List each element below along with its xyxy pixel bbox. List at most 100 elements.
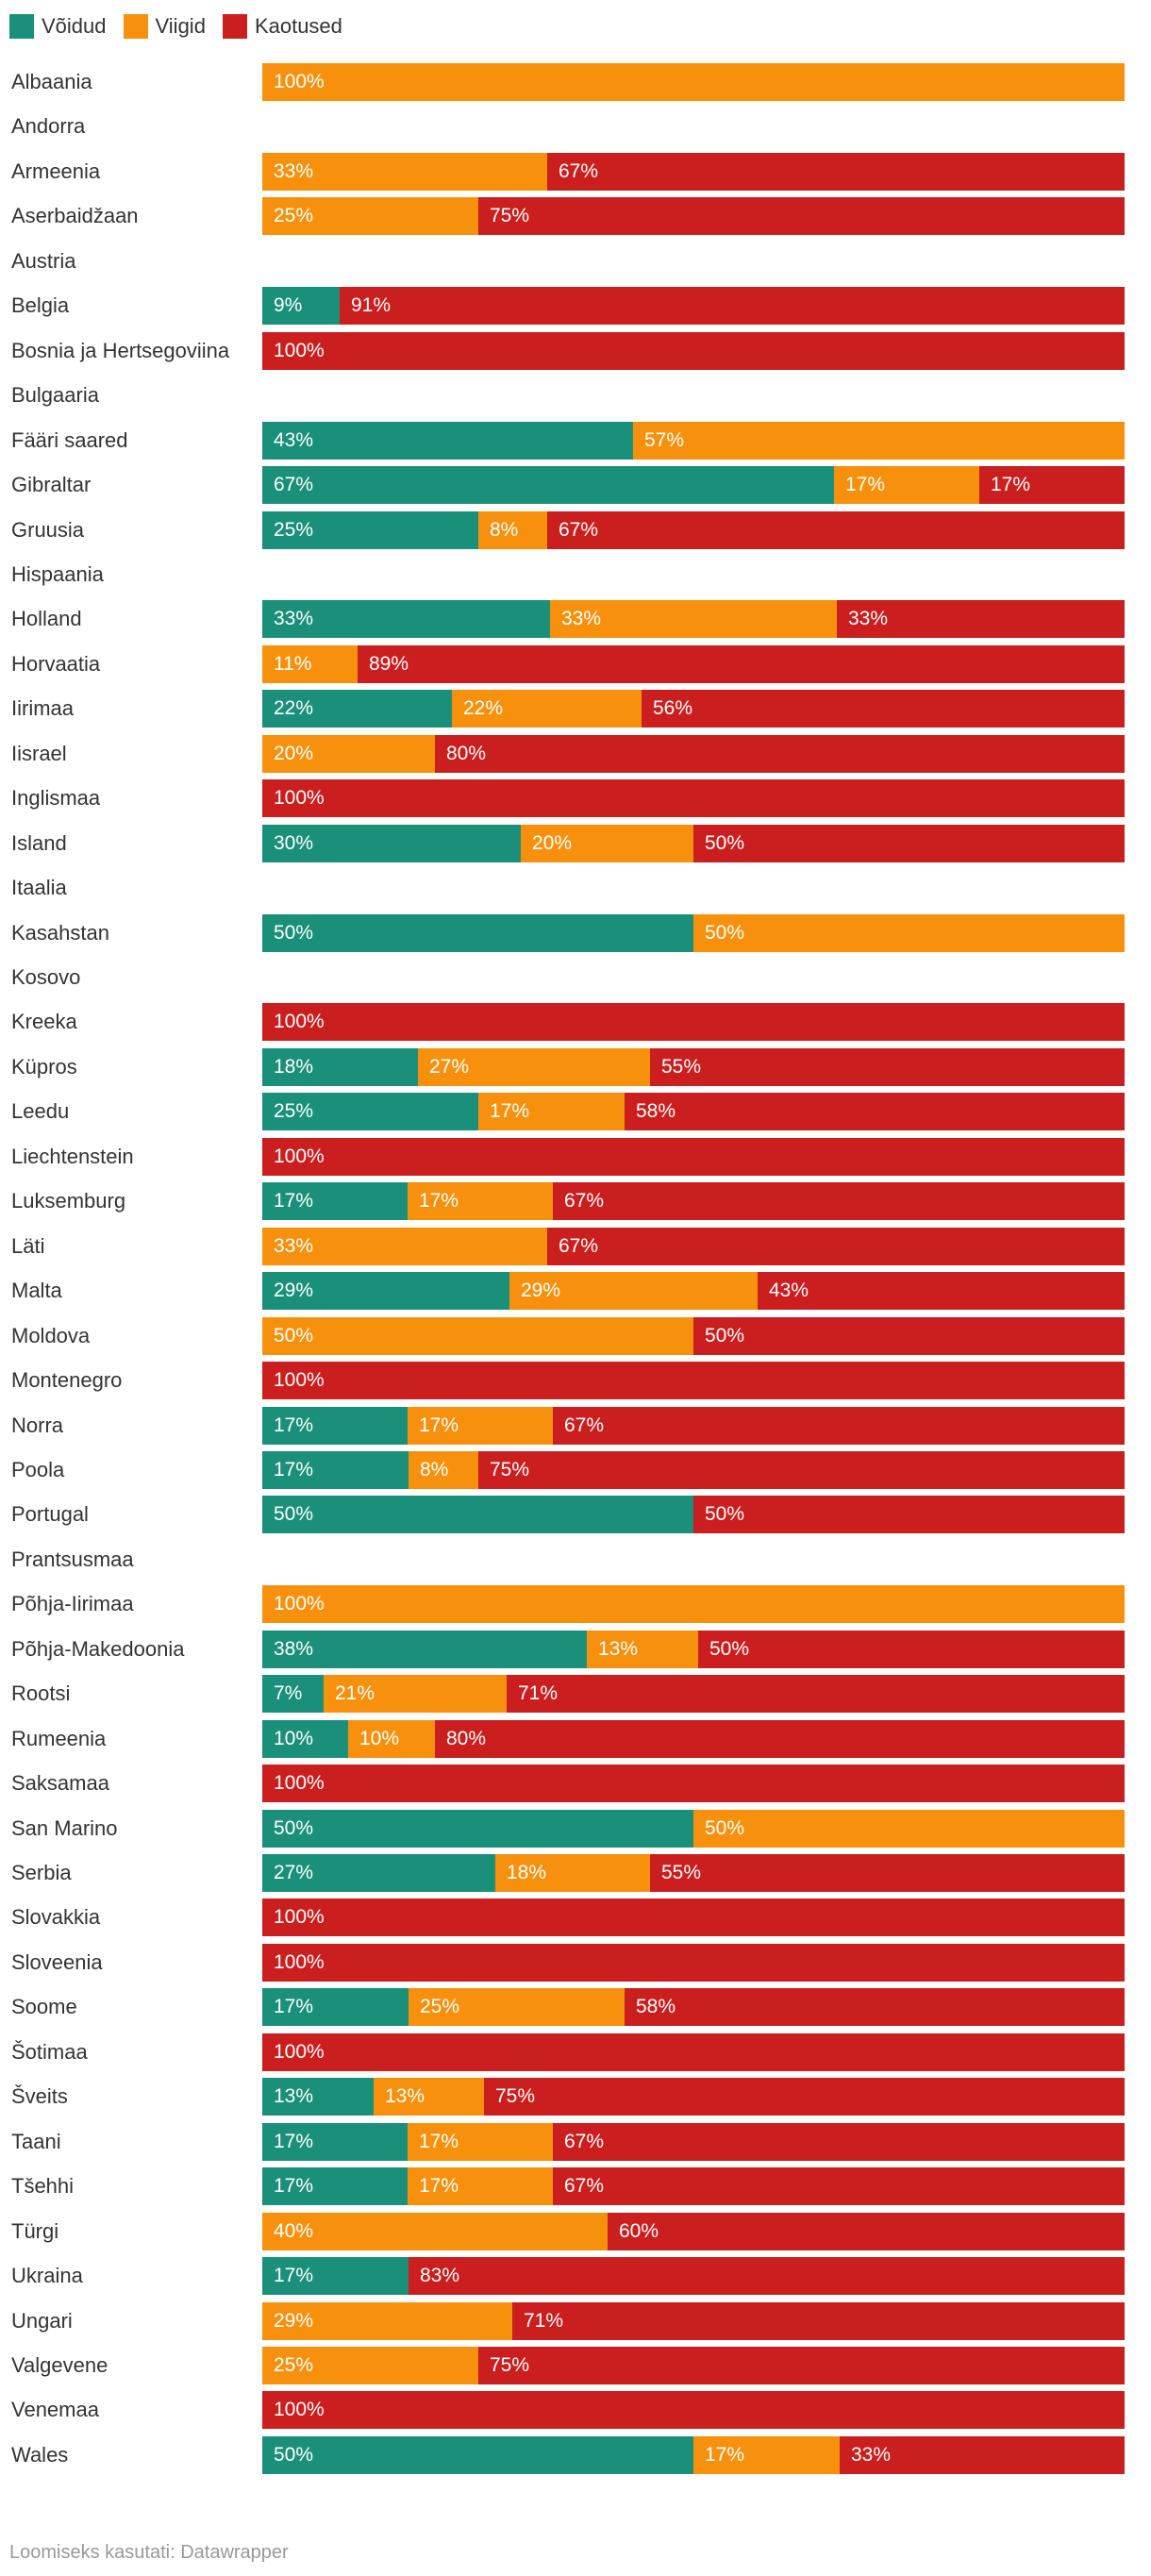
legend-label-draws: Viigid xyxy=(155,14,206,38)
bar-segment-wins xyxy=(262,287,340,325)
bar-segment-draws xyxy=(408,2123,553,2161)
bar-segment-losses xyxy=(693,1496,1125,1533)
bar-label-draws: 20% xyxy=(532,832,573,854)
bar-segment-wins xyxy=(262,1854,495,1892)
bar-segment-losses xyxy=(553,1182,1125,1220)
bar-segment-draws xyxy=(478,511,547,549)
bar-label-draws: 17% xyxy=(705,2444,745,2466)
bar-label-losses: 75% xyxy=(490,2354,530,2376)
bar-label-wins: 22% xyxy=(274,697,314,719)
bar-label-draws: 100% xyxy=(274,71,325,92)
bar-label-wins: 17% xyxy=(274,1996,314,2017)
bar-label-losses: 33% xyxy=(851,2444,892,2466)
bar-label-losses: 89% xyxy=(369,653,409,675)
bar-label-losses: 58% xyxy=(636,1100,676,1122)
bar-segment-losses xyxy=(553,2123,1125,2161)
bar-segment-losses xyxy=(478,2347,1125,2384)
bar-label-draws: 17% xyxy=(419,2131,459,2152)
bar-label-draws: 21% xyxy=(335,1682,375,1704)
row-label: Inglismaa xyxy=(11,786,101,810)
bar-label-draws: 20% xyxy=(274,743,314,764)
row-label: Küpros xyxy=(11,1055,77,1079)
bar-segment-losses xyxy=(262,1003,1125,1041)
row-label: Läti xyxy=(11,1234,45,1258)
bar-segment-draws xyxy=(408,2167,553,2205)
bar-label-losses: 100% xyxy=(274,2399,325,2420)
footer-credit: Loomiseks kasutati: Datawrapper xyxy=(9,2542,289,2563)
row-label: Šotimaa xyxy=(11,2040,88,2064)
bar-label-wins: 50% xyxy=(274,2444,314,2466)
bar-segment-draws xyxy=(521,825,693,862)
bar-label-draws: 17% xyxy=(490,1100,530,1122)
bar-segment-losses xyxy=(547,511,1125,549)
bar-label-draws: 17% xyxy=(419,1190,459,1212)
bar-label-wins: 13% xyxy=(274,2085,314,2107)
row-label: Austria xyxy=(11,249,76,273)
bar-label-wins: 9% xyxy=(274,294,303,316)
bar-segment-losses xyxy=(758,1272,1125,1310)
row-label: Bulgaaria xyxy=(11,383,99,407)
bar-label-losses: 100% xyxy=(274,1951,325,1973)
row-label: Hispaania xyxy=(11,562,104,586)
row-label: Albaania xyxy=(11,70,92,93)
bar-label-draws: 8% xyxy=(420,1459,449,1480)
bar-label-wins: 17% xyxy=(274,1459,314,1480)
bar-segment-draws xyxy=(408,1407,553,1445)
bar-segment-losses xyxy=(625,1988,1125,2026)
row-label: Valgevene xyxy=(11,2353,108,2377)
bar-segment-draws xyxy=(262,2213,608,2250)
bar-label-wins: 30% xyxy=(274,832,314,854)
bar-label-draws: 100% xyxy=(274,1593,325,1614)
row-label: Belgia xyxy=(11,293,70,317)
bar-segment-losses xyxy=(642,690,1125,728)
bar-label-draws: 17% xyxy=(419,2175,459,2197)
row-label: Šveits xyxy=(11,2084,68,2108)
bar-label-losses: 80% xyxy=(446,743,487,764)
bar-segment-losses xyxy=(650,1048,1125,1086)
bar-segment-wins xyxy=(262,1496,693,1533)
row-label: Bosnia ja Hertsegoviina xyxy=(11,339,230,362)
bar-label-losses: 75% xyxy=(495,2085,536,2107)
bar-segment-draws xyxy=(262,2347,478,2384)
bar-label-draws: 33% xyxy=(274,1235,314,1257)
bar-label-losses: 67% xyxy=(564,1190,605,1212)
bar-segment-wins xyxy=(262,1182,408,1220)
bar-segment-wins xyxy=(262,2123,408,2161)
row-label: Ungari xyxy=(11,2309,73,2333)
bar-segment-draws xyxy=(550,600,837,638)
bar-label-losses: 43% xyxy=(769,1280,809,1301)
bar-label-losses: 100% xyxy=(274,1906,325,1928)
bar-label-wins: 18% xyxy=(274,1056,314,1078)
legend-swatch-wins xyxy=(9,14,34,39)
row-label: Horvaatia xyxy=(11,652,101,676)
row-label: Malta xyxy=(11,1279,62,1302)
row-label: Kasahstan xyxy=(11,921,109,945)
row-label: Slovakkia xyxy=(11,1905,101,1929)
bar-segment-losses xyxy=(553,2167,1125,2205)
row-label: Holland xyxy=(11,607,82,630)
bar-label-draws: 57% xyxy=(644,429,685,451)
legend-swatch-draws xyxy=(123,14,148,39)
row-label: Kosovo xyxy=(11,965,81,989)
bar-label-draws: 33% xyxy=(561,608,602,629)
bar-segment-wins xyxy=(262,2257,409,2295)
bar-label-draws: 27% xyxy=(429,1056,470,1078)
bar-segment-draws xyxy=(478,1093,625,1130)
row-label: Aserbaidžaan xyxy=(11,204,139,227)
bar-segment-wins xyxy=(262,914,693,952)
row-label: Itaalia xyxy=(11,876,67,899)
row-label: Montenegro xyxy=(11,1368,123,1392)
bar-segment-draws xyxy=(324,1675,507,1713)
row-label: Ukraina xyxy=(11,2264,83,2287)
row-label: Iisrael xyxy=(11,742,67,765)
bar-segment-draws xyxy=(509,1272,758,1310)
bar-segment-wins xyxy=(262,1675,324,1713)
bar-segment-wins xyxy=(262,1093,478,1130)
row-label: Saksamaa xyxy=(11,1771,109,1795)
bar-segment-losses xyxy=(547,153,1125,191)
bar-segment-losses xyxy=(478,1451,1125,1489)
bar-segment-losses xyxy=(650,1854,1125,1892)
row-label: Kreeka xyxy=(11,1010,77,1033)
bar-segment-draws xyxy=(409,1988,625,2026)
row-label: Andorra xyxy=(11,114,86,138)
